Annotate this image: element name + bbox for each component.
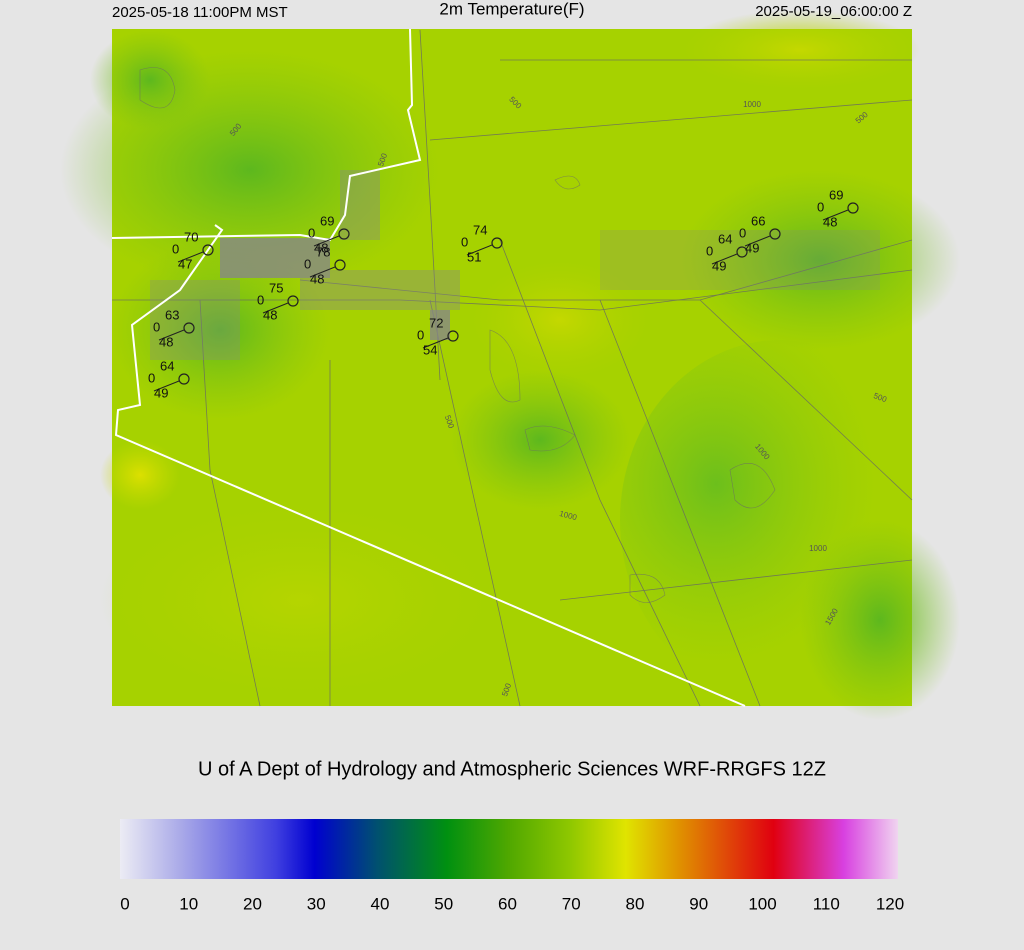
wind-barb [262,302,289,314]
station-dewpoint: 49 [154,385,168,400]
station-circle [183,322,195,334]
contour-label: 500 [500,682,513,698]
station-temp: 66 [751,213,765,228]
wind-barb [158,329,185,341]
station-temp: 69 [829,187,843,202]
wind-barb [422,337,449,349]
station-temp: 64 [160,358,174,373]
contour-label: 1000 [809,544,827,553]
wind-barb [177,251,204,263]
station-wind: 0 [172,241,179,256]
wind-barb [309,266,336,278]
colorbar-tick-label: 80 [626,894,645,913]
station-temp: 70 [184,229,198,244]
station-dewpoint: 48 [823,214,837,229]
station-circle [736,246,748,258]
station-circle [334,259,346,271]
colorbar-tick-label: 50 [434,894,453,913]
wind-barb [313,235,340,247]
contour-label: 1000 [743,100,761,109]
station-wind: 0 [461,234,468,249]
map [60,10,960,720]
contour-label: 500 [872,391,888,404]
colorbar-tick-label: 0 [120,894,129,913]
colorbar [120,819,898,879]
wind-barb [711,253,738,265]
station-circle [338,228,350,240]
station-dewpoint: 48 [263,307,277,322]
valid-local: 2025-05-18 11:00PM MST [112,4,288,21]
colorbar-tick-label: 110 [813,894,840,913]
station-dewpoint: 47 [178,256,192,271]
colorbar-tick-label: 60 [498,894,517,913]
station-wind: 0 [153,319,160,334]
station-wind: 0 [706,243,713,258]
station-circle [847,202,859,214]
station-circle [202,244,214,256]
station-wind: 0 [148,370,155,385]
title: 2m Temperature(F) [439,0,584,18]
station-dewpoint: 48 [310,271,324,286]
station-dewpoint: 49 [712,258,726,273]
colorbar-tick-label: 70 [562,894,581,913]
contour-label: 500 [376,152,389,168]
wind-barb [153,380,180,392]
station-circle [491,237,503,249]
station-dewpoint: 48 [314,240,328,255]
station-circle [447,330,459,342]
station-temp: 69 [320,213,334,228]
wind-barb [744,235,771,247]
station-temp: 64 [718,231,732,246]
station-circle [287,295,299,307]
station-temp: 78 [316,244,330,259]
station-temp: 72 [429,315,443,330]
station-circle [178,373,190,385]
station-wind: 0 [304,256,311,271]
station-wind: 0 [417,327,424,342]
station-wind: 0 [308,225,315,240]
station-dewpoint: 51 [467,249,481,264]
credit: U of A Dept of Hydrology and Atmospheric… [198,758,826,780]
station-dewpoint: 48 [159,334,173,349]
station-wind: 0 [257,292,264,307]
colorbar-tick-label: 10 [179,894,198,913]
valid-utc: 2025-05-19_06:00:00 Z [755,3,912,20]
station-wind: 0 [817,199,824,214]
colorbar-tick-label: 100 [748,894,776,913]
station-temp: 63 [165,307,179,322]
colorbar-tick-label: 120 [876,894,904,913]
wind-barb [466,244,493,256]
station-wind: 0 [739,225,746,240]
contour-label: 500 [443,414,456,430]
station-dewpoint: 49 [745,240,759,255]
station-temp: 74 [473,222,487,237]
colorbar-tick-label: 30 [307,894,326,913]
station-dewpoint: 54 [423,342,437,357]
colorbar-tick-label: 40 [371,894,390,913]
wind-barb [822,209,849,221]
colorbar-tick-label: 20 [243,894,262,913]
station-temp: 75 [269,280,283,295]
colorbar-tick-label: 90 [689,894,708,913]
station-circle [769,228,781,240]
